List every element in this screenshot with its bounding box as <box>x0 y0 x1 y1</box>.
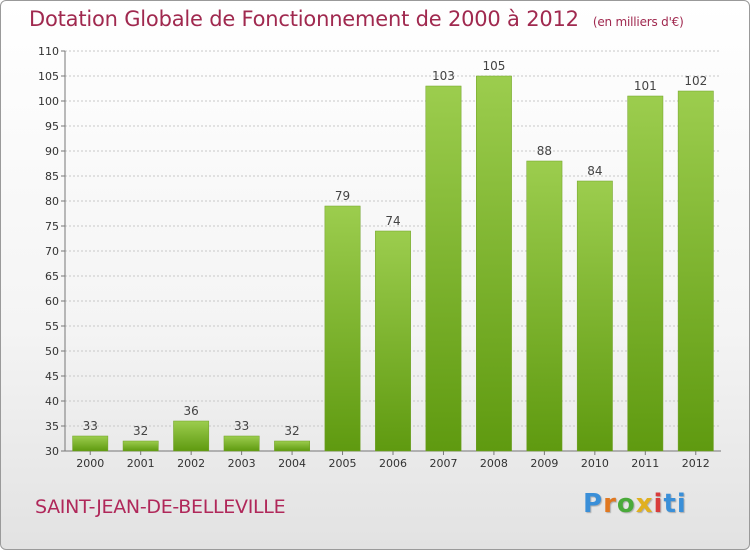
logo-letter: x <box>635 489 654 519</box>
bar-2011 <box>627 95 664 452</box>
data-label: 105 <box>482 59 505 73</box>
bar-2007 <box>425 85 462 452</box>
x-tick-label: 2011 <box>631 457 659 470</box>
logo-letter: i <box>653 489 664 519</box>
y-tick-label: 85 <box>45 170 59 183</box>
bar-2005 <box>324 205 361 452</box>
x-tick-label: 2002 <box>177 457 205 470</box>
bar-2001 <box>122 440 159 452</box>
x-tick-label: 2000 <box>76 457 104 470</box>
y-tick-label: 50 <box>45 345 59 358</box>
data-label: 74 <box>385 214 400 228</box>
data-label: 103 <box>432 69 455 83</box>
logo-letter: r <box>603 489 617 519</box>
data-label: 79 <box>335 189 350 203</box>
logo-letter: o <box>616 489 636 519</box>
logo-letter: t <box>663 489 677 519</box>
y-tick-label: 30 <box>45 445 59 458</box>
y-tick-label: 110 <box>38 45 59 58</box>
y-tick-label: 70 <box>45 245 59 258</box>
bar-2000 <box>72 435 109 452</box>
x-tick-label: 2003 <box>228 457 256 470</box>
chart-subtitle: (en milliers d'€) <box>592 15 684 29</box>
y-tick-label: 40 <box>45 395 59 408</box>
data-label: 32 <box>284 424 299 438</box>
y-tick-label: 75 <box>45 220 59 233</box>
x-tick-label: 2007 <box>429 457 457 470</box>
y-tick-label: 55 <box>45 320 59 333</box>
data-label: 88 <box>537 144 552 158</box>
bar-2002 <box>173 420 210 452</box>
x-tick-label: 2005 <box>329 457 357 470</box>
x-tick-label: 2010 <box>581 457 609 470</box>
y-tick-label: 35 <box>45 420 59 433</box>
data-label: 33 <box>234 419 249 433</box>
x-tick-label: 2009 <box>530 457 558 470</box>
bar-2004 <box>274 440 310 452</box>
data-label: 36 <box>184 404 199 418</box>
bar-2006 <box>375 230 411 452</box>
x-tick-label: 2006 <box>379 457 407 470</box>
chart-title: Dotation Globale de Fonctionnement de 20… <box>29 7 684 31</box>
data-label: 101 <box>634 79 657 93</box>
bar-2012 <box>677 90 714 452</box>
logo-letter: i <box>676 489 687 519</box>
data-labels: 33 32 36 33 32 79 74 103 105 88 84 101 102 <box>83 59 708 438</box>
bars <box>72 75 714 452</box>
y-tick-label: 95 <box>45 120 59 133</box>
chart-title-text: Dotation Globale de Fonctionnement de 20… <box>29 7 579 31</box>
y-tick-label: 45 <box>45 370 59 383</box>
y-tick-label: 60 <box>45 295 59 308</box>
commune-name: SAINT-JEAN-DE-BELLEVILLE <box>35 496 286 518</box>
x-tick-label: 2001 <box>127 457 155 470</box>
y-tick-label: 105 <box>38 70 59 83</box>
data-label: 33 <box>83 419 98 433</box>
bar-2009 <box>526 160 563 452</box>
y-tick-label: 65 <box>45 270 59 283</box>
data-label: 84 <box>587 164 602 178</box>
y-tick-label: 80 <box>45 195 59 208</box>
bar-2003 <box>223 435 260 452</box>
x-tick-label: 2008 <box>480 457 508 470</box>
data-label: 102 <box>684 74 707 88</box>
x-tick-label: 2004 <box>278 457 306 470</box>
bar-2010 <box>576 180 613 452</box>
x-tick-label: 2012 <box>682 457 710 470</box>
logo-letter: P <box>583 489 604 519</box>
y-tick-label: 100 <box>38 95 59 108</box>
y-tick-label: 90 <box>45 145 59 158</box>
data-label: 32 <box>133 424 148 438</box>
proxiti-logo: Proxiti <box>583 489 687 519</box>
bar-2008 <box>476 75 512 452</box>
axes: 30 35 40 45 50 55 60 65 70 75 80 85 90 95 100 105 110 200… <box>38 45 721 470</box>
